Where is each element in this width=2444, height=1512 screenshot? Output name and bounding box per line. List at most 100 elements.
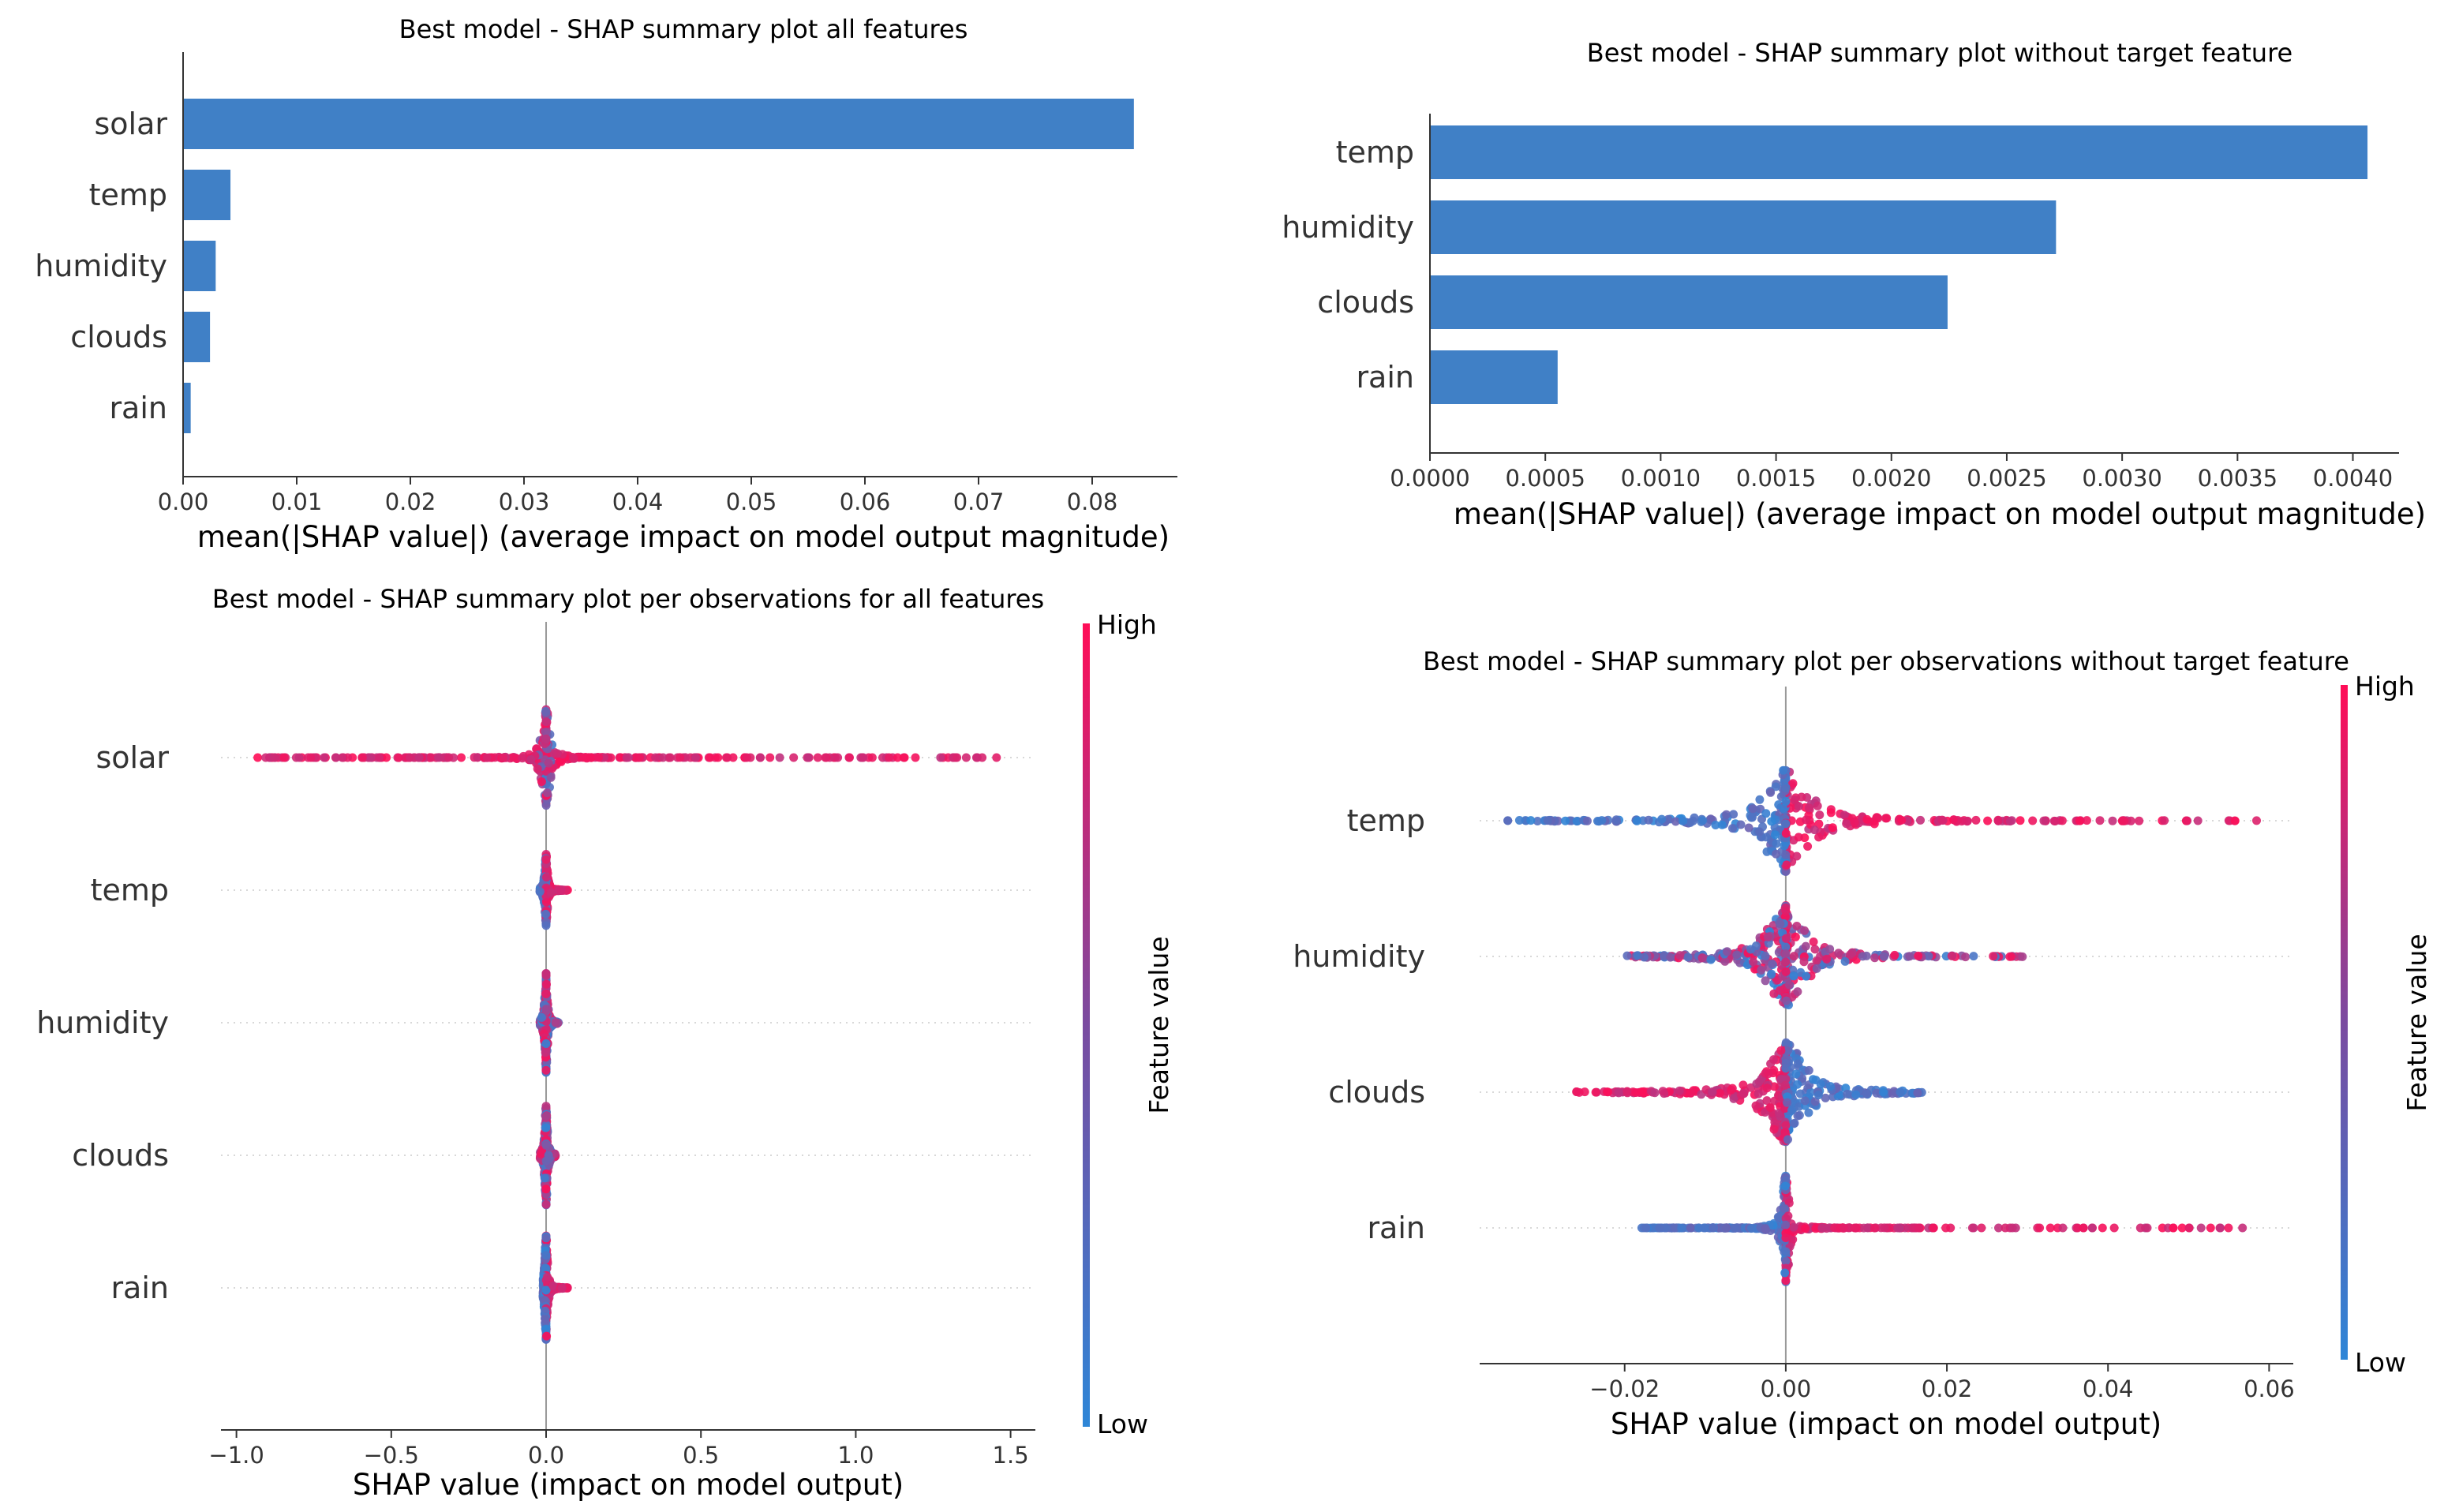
shap-point-solar [331,753,341,762]
shap-point-clouds [1776,1074,1786,1083]
shap-point-humidity [1757,965,1766,975]
shap-point-rain [2045,1223,2055,1233]
shap-point-humidity [1947,951,1956,960]
shap-point-solar [803,753,813,762]
x-axis-label: SHAP value (impact on model output) [353,1468,904,1502]
y-tick-label-rain: rain [1356,360,1414,395]
shap-point-temp [1771,830,1780,840]
shap-point-temp [2193,816,2203,825]
shap-point-rain [1781,1247,1791,1256]
x-tick-label: −1.0 [208,1442,264,1469]
shap-point-clouds [1896,1087,1905,1097]
shap-point-humidity [1793,987,1802,997]
chart-beeswarm-all-features: Best model - SHAP summary plot per obser… [36,584,1174,1502]
shap-point-temp [2005,817,2015,826]
shap-point-humidity [540,1029,548,1039]
shap-point-temp [1804,803,1813,813]
shap-point-rain [541,1324,551,1334]
shap-point-temp [1722,810,1731,819]
shap-point-temp [1748,804,1757,814]
x-tick-label: 0.02 [1922,1375,1973,1402]
shap-point-humidity [551,1018,560,1027]
x-tick-label: 0.0000 [1390,465,1469,492]
shap-point-temp [1781,784,1791,793]
shap-point-temp [1755,795,1765,804]
shap-point-rain [1761,1226,1770,1234]
bar-humidity [184,241,216,291]
shap-point-clouds [1791,1069,1801,1079]
y-tick-label-temp: temp [89,178,167,212]
shap-point-solar [541,734,551,743]
shap-point-temp [1533,817,1542,825]
shap-point-clouds [1783,1098,1792,1107]
shap-point-clouds [1813,1091,1823,1100]
shap-point-solar [755,753,765,762]
shap-point-rain [1709,1223,1717,1233]
shap-point-temp [1802,815,1811,825]
shap-point-rain [541,1314,550,1323]
shap-point-rain [541,1251,551,1260]
shap-point-clouds [541,1199,551,1209]
shap-point-solar [253,753,263,762]
shap-point-rain [1783,1211,1793,1221]
shap-point-temp [1766,788,1776,797]
shap-point-humidity [1905,952,1914,961]
shap-point-solar [537,777,546,786]
shap-point-solar [961,753,971,762]
shap-point-temp [535,887,545,896]
shap-point-rain [1731,1223,1739,1233]
y-tick-label-humidity: humidity [35,249,167,283]
shap-point-clouds [1793,1059,1802,1069]
shap-point-clouds [1572,1087,1581,1096]
shap-point-temp [2108,816,2117,825]
shap-point-humidity [1639,952,1649,962]
shap-point-solar [434,753,443,762]
shap-point-clouds [1753,1089,1763,1098]
shap-point-humidity [1720,956,1730,966]
shap-point-solar [911,753,920,762]
shap-point-rain [541,1263,550,1273]
shap-point-humidity [1697,953,1707,963]
shap-point-solar [953,753,962,762]
shap-point-humidity [1924,952,1933,961]
shap-point-temp [1736,820,1746,829]
shap-point-solar [765,753,775,762]
shap-point-humidity [1799,957,1809,967]
shap-point-humidity [2005,952,2015,961]
shap-point-clouds [1738,1080,1748,1090]
shap-point-temp [1679,816,1688,825]
y-tick-label-temp: temp [91,873,169,908]
shap-point-rain [1655,1223,1664,1233]
shap-point-solar [405,753,414,762]
shap-point-temp [1781,819,1791,829]
shap-point-rain [1780,1268,1790,1278]
shap-point-humidity [541,1048,550,1057]
x-tick-label: 0.08 [1067,488,1118,515]
shap-point-temp [1728,824,1737,833]
shap-point-temp [2095,816,2105,825]
shap-point-clouds [1800,1096,1810,1106]
shap-point-solar [658,753,668,762]
shap-point-rain [1869,1223,1879,1233]
shap-point-humidity [1763,932,1772,941]
shap-point-temp [1729,810,1738,819]
shap-point-temp [2015,816,2025,825]
shap-point-temp [1826,808,1836,818]
shap-point-humidity [1675,951,1685,960]
shap-point-solar [338,753,347,762]
shap-point-rain [1840,1223,1849,1233]
shap-point-temp [1781,829,1791,838]
shap-point-solar [473,753,482,762]
shap-point-solar [594,753,603,762]
shap-point-rain [2135,1223,2145,1233]
x-tick-label: 0.00 [158,488,209,515]
shap-point-solar [306,753,316,762]
shap-point-solar [635,753,644,762]
shap-point-clouds [1580,1087,1589,1097]
shap-point-humidity [542,979,551,989]
shap-point-rain [1893,1223,1903,1233]
shap-point-rain [543,1272,552,1282]
shap-point-humidity [1723,947,1732,956]
shap-point-rain [1967,1223,1977,1233]
bar-temp [1431,125,2368,179]
